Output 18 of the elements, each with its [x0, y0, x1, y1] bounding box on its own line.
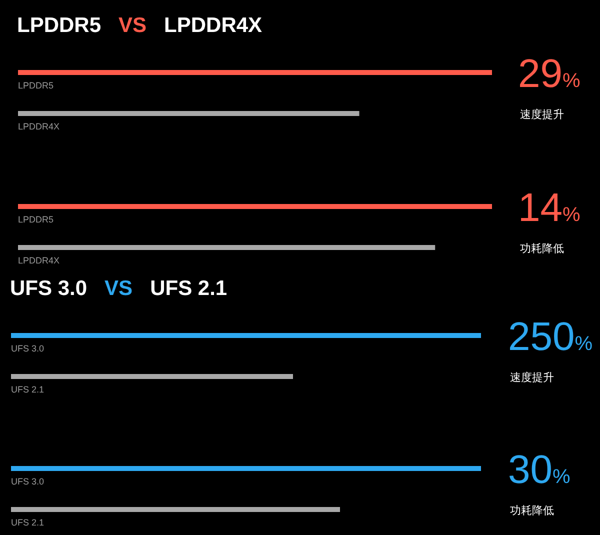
y-tick-label: LPDDR4X: [18, 122, 60, 132]
text: 29%: [518, 52, 580, 96]
y-tick-label: UFS 2.1: [11, 384, 44, 394]
chart-title: UFS 3.0 VS UFS 2.1: [10, 277, 228, 300]
y-tick-label: LPDDR5: [18, 214, 54, 224]
text: 250%: [508, 315, 593, 359]
chart-title: LPDDR5 VS LPDDR4X: [17, 14, 262, 37]
y-tick-label: UFS 3.0: [11, 476, 44, 486]
text: 速度提升: [520, 108, 564, 122]
text: 14%: [518, 186, 580, 230]
y-tick-label: UFS 3.0: [11, 344, 44, 354]
text: 功耗降低: [510, 504, 554, 518]
text: 30%: [508, 448, 570, 492]
text: 功耗降低: [520, 242, 564, 256]
y-tick-label: LPDDR4X: [18, 256, 60, 266]
y-tick-label: UFS 2.1: [11, 518, 44, 528]
y-tick-label: LPDDR5: [18, 80, 54, 90]
text: 速度提升: [510, 370, 554, 385]
